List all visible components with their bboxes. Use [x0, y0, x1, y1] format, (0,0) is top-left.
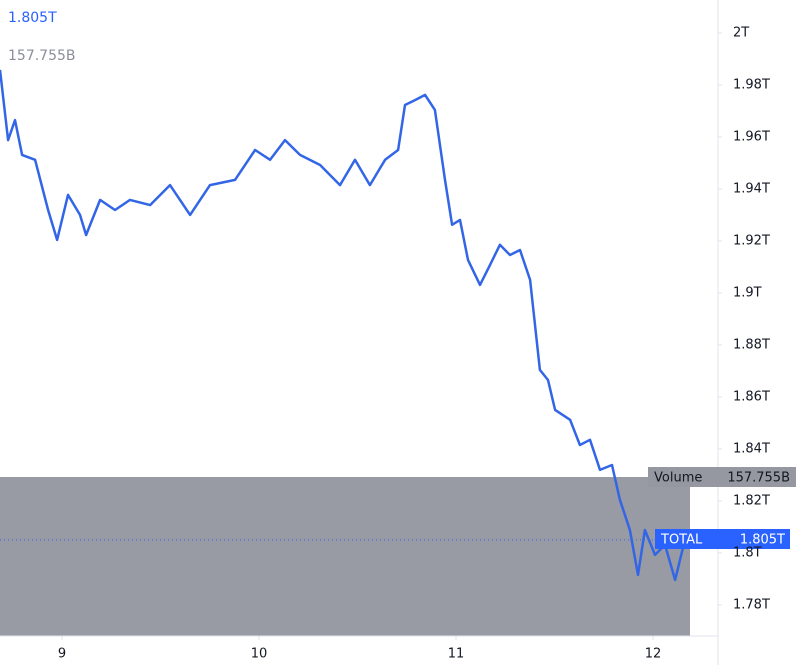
price-tag-value: 1.805T: [740, 533, 785, 548]
volume-tag-name: Volume: [654, 471, 702, 486]
volume-tag: [648, 467, 796, 487]
legend-price: 1.805T: [8, 10, 57, 26]
y-tick-label: 1.82T: [733, 493, 770, 508]
y-tick-label: 2T: [733, 26, 749, 41]
y-tick-label: 1.88T: [733, 337, 770, 352]
legend-volume: 157.755B: [8, 48, 76, 64]
price-tag-name: TOTAL: [660, 533, 703, 548]
x-tick-label: 11: [448, 647, 465, 662]
y-tick-label: 1.98T: [733, 77, 770, 92]
y-tick-label: 1.94T: [733, 181, 770, 196]
y-tick-label: 1.86T: [733, 389, 770, 404]
price-line: [0, 69, 687, 582]
x-tick-label: 12: [645, 647, 662, 662]
y-tick-label: 1.92T: [733, 233, 770, 248]
y-tick-label: 1.96T: [733, 129, 770, 144]
y-tick-label: 1.78T: [733, 597, 770, 612]
price-tag: [655, 529, 790, 549]
y-tick-label: 1.8T: [733, 545, 762, 560]
y-tick-label: 1.9T: [733, 285, 762, 300]
x-tick-label: 10: [251, 647, 268, 662]
x-tick-label: 9: [58, 647, 66, 662]
volume-panel: [0, 477, 690, 636]
y-tick-label: 1.84T: [733, 441, 770, 456]
plot: [0, 69, 687, 582]
volume-tag-value: 157.755B: [727, 471, 790, 486]
